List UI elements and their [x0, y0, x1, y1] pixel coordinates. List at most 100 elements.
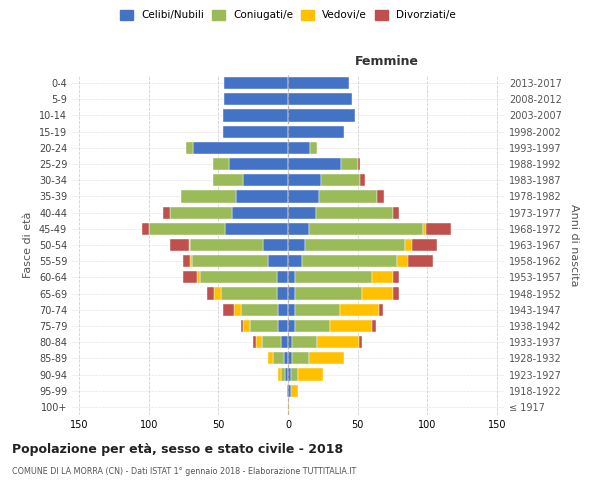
- Bar: [224, 77, 288, 89]
- Bar: [278, 368, 281, 380]
- Bar: [288, 320, 295, 332]
- Bar: [330, 320, 371, 332]
- Bar: [213, 158, 229, 170]
- Bar: [392, 288, 400, 300]
- Bar: [223, 126, 288, 138]
- Bar: [288, 336, 292, 348]
- Bar: [288, 222, 309, 235]
- Bar: [392, 272, 400, 283]
- Bar: [341, 158, 358, 170]
- Bar: [170, 206, 232, 218]
- Bar: [250, 320, 278, 332]
- Bar: [278, 304, 288, 316]
- Bar: [291, 384, 298, 397]
- Bar: [397, 255, 408, 268]
- Bar: [295, 288, 362, 300]
- Bar: [241, 320, 244, 332]
- Bar: [295, 320, 330, 332]
- Y-axis label: Fasce di età: Fasce di età: [23, 212, 33, 278]
- Bar: [288, 368, 291, 380]
- Bar: [288, 77, 349, 89]
- Bar: [288, 190, 319, 202]
- Bar: [190, 239, 263, 251]
- Bar: [277, 288, 288, 300]
- Bar: [319, 190, 377, 202]
- Bar: [170, 239, 189, 251]
- Bar: [309, 352, 344, 364]
- Bar: [288, 110, 355, 122]
- Bar: [186, 142, 193, 154]
- Bar: [241, 304, 278, 316]
- Bar: [285, 368, 288, 380]
- Bar: [291, 368, 298, 380]
- Bar: [423, 222, 426, 235]
- Bar: [192, 255, 268, 268]
- Bar: [288, 206, 316, 218]
- Bar: [305, 239, 405, 251]
- Bar: [262, 336, 281, 348]
- Bar: [310, 142, 317, 154]
- Bar: [316, 206, 392, 218]
- Bar: [184, 272, 197, 283]
- Bar: [377, 190, 384, 202]
- Bar: [317, 336, 359, 348]
- Bar: [288, 239, 305, 251]
- Bar: [288, 288, 295, 300]
- Bar: [229, 158, 288, 170]
- Bar: [412, 239, 437, 251]
- Bar: [287, 384, 288, 397]
- Bar: [288, 93, 352, 106]
- Bar: [244, 174, 288, 186]
- Bar: [288, 304, 295, 316]
- Bar: [181, 190, 236, 202]
- Bar: [184, 255, 190, 268]
- Bar: [207, 288, 214, 300]
- Bar: [371, 272, 392, 283]
- Bar: [340, 304, 379, 316]
- Bar: [426, 222, 451, 235]
- Bar: [190, 255, 192, 268]
- Bar: [278, 320, 288, 332]
- Bar: [288, 142, 310, 154]
- Bar: [362, 288, 392, 300]
- Bar: [358, 158, 361, 170]
- Bar: [213, 174, 244, 186]
- Bar: [224, 93, 288, 106]
- Text: Femmine: Femmine: [355, 55, 419, 68]
- Bar: [197, 272, 200, 283]
- Bar: [392, 206, 400, 218]
- Bar: [408, 255, 433, 268]
- Bar: [200, 272, 277, 283]
- Bar: [281, 336, 288, 348]
- Bar: [295, 304, 340, 316]
- Bar: [292, 336, 317, 348]
- Bar: [322, 174, 361, 186]
- Bar: [163, 206, 170, 218]
- Bar: [142, 222, 149, 235]
- Bar: [288, 352, 292, 364]
- Bar: [236, 190, 288, 202]
- Bar: [253, 336, 256, 348]
- Bar: [277, 272, 288, 283]
- Bar: [309, 222, 423, 235]
- Bar: [288, 401, 289, 413]
- Bar: [189, 239, 190, 251]
- Bar: [232, 206, 288, 218]
- Bar: [268, 352, 272, 364]
- Bar: [233, 304, 241, 316]
- Bar: [288, 126, 344, 138]
- Bar: [256, 336, 262, 348]
- Text: Popolazione per età, sesso e stato civile - 2018: Popolazione per età, sesso e stato civil…: [12, 442, 343, 456]
- Text: COMUNE DI LA MORRA (CN) - Dati ISTAT 1° gennaio 2018 - Elaborazione TUTTITALIA.I: COMUNE DI LA MORRA (CN) - Dati ISTAT 1° …: [12, 468, 356, 476]
- Bar: [223, 304, 233, 316]
- Bar: [371, 320, 376, 332]
- Bar: [298, 368, 323, 380]
- Bar: [193, 142, 288, 154]
- Bar: [268, 255, 288, 268]
- Bar: [359, 336, 362, 348]
- Bar: [288, 158, 341, 170]
- Bar: [405, 239, 412, 251]
- Bar: [288, 174, 322, 186]
- Bar: [281, 368, 285, 380]
- Bar: [379, 304, 383, 316]
